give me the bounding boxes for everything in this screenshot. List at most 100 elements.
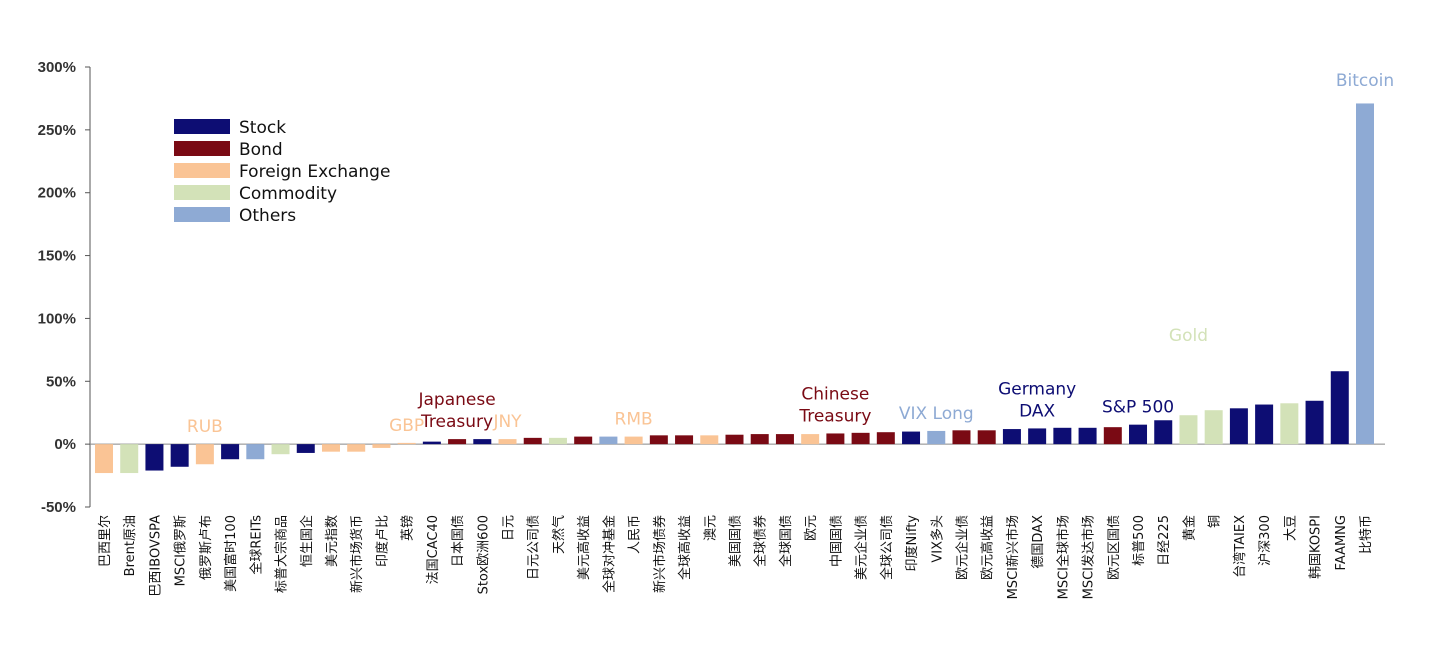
bar [296,444,315,453]
x-category-label: VIX多头 [929,515,945,563]
x-category-label: MSCI全球市场 [1055,515,1071,599]
x-category-label: 韩国KOSPI [1309,515,1324,579]
x-category-label: 日经225 [1157,515,1172,566]
x-category-label: 比特币 [1359,515,1374,554]
bar [1280,403,1299,445]
legend-swatch [174,207,230,222]
bar [422,441,441,445]
bar [1053,427,1072,445]
bar [927,430,946,445]
annotation-label: RMB [615,410,653,430]
legend-swatch [174,119,230,134]
x-category-label: 巴西里尔 [98,515,113,567]
bar [95,444,113,474]
bar [473,439,492,445]
bar [523,437,542,445]
x-category-label: 全球对冲基金 [601,515,617,593]
bar [624,436,643,445]
bar [725,434,744,445]
x-category-label: Stox欧洲600 [476,515,491,594]
bar [902,431,921,445]
x-category-label: 欧元高收益 [980,515,996,580]
bar [1330,371,1349,445]
x-category-label: 欧元 [804,515,819,541]
annotation-label: Chinese Treasury [798,384,871,426]
bar [1179,415,1198,445]
legend-label: Foreign Exchange [239,162,390,182]
legend-swatch [174,185,230,200]
x-category-label: MSCI俄罗斯 [174,515,189,586]
x-category-label: 天然气 [551,515,567,554]
bar [498,439,517,445]
x-category-label: 美元企业债 [854,515,870,580]
bar [372,444,391,448]
bar [977,430,996,445]
bar [1229,408,1248,445]
y-tick-label: 250% [38,122,76,139]
bar [649,435,668,445]
bar [1154,420,1173,445]
annotation-label: Germany DAX [998,379,1076,421]
bar [599,436,618,445]
bars [95,103,1374,474]
y-tick-label: 100% [38,310,76,327]
annotation-label: Bitcoin [1336,71,1394,91]
legend-swatch [174,163,230,178]
x-category-label: MSCI发达市场 [1081,515,1097,599]
bar [574,436,593,445]
bar [1204,410,1223,445]
bar [801,434,820,445]
annotation-label: RUB [187,417,223,437]
bar [1002,429,1021,445]
bar [397,442,416,445]
x-category-label: 美国国债 [729,515,744,567]
bar [145,444,164,471]
bar [775,434,794,445]
x-category-label: 台湾TAIEX [1232,515,1248,578]
bar [1028,428,1047,445]
bar [675,435,694,445]
x-category-label: 大豆 [1283,515,1298,541]
x-category-label: 印度Nifty [904,515,920,572]
legend-swatch [174,141,230,156]
annotation-label: JNY [492,412,522,432]
x-category-label: 标普大宗商品 [274,515,290,593]
y-tick-label: -50% [41,499,76,516]
x-category-label: 日元公司债 [527,515,542,580]
bar [195,444,214,465]
x-category-label: 英镑 [400,515,416,541]
x-category-label: 俄罗斯卢布 [198,515,214,580]
bar [826,433,845,445]
x-category-label: 美国富时100 [223,515,239,592]
bar [750,434,769,445]
x-category-label: 黄金 [1181,515,1197,541]
x-category-label: 美元指数 [325,515,340,567]
bar [321,444,340,452]
y-tick-label: 200% [38,185,76,202]
x-category-label: 全球REITs [248,515,264,575]
x-category-label: 全球高收益 [677,515,693,580]
x-category-label: 全球国债 [778,515,794,567]
bar [700,435,719,445]
y-tick-label: 50% [46,373,76,390]
x-axis-labels: 巴西里尔 Brent原油 巴西IBOVSPA MSCI俄罗斯 俄罗斯卢布 美国富时100 全… [98,515,1374,600]
bar [271,444,290,455]
x-category-label: 欧元企业债 [954,515,970,580]
x-category-label: 全球债券 [753,515,769,567]
annotation-label: S&P 500 [1102,398,1174,418]
x-category-label: 巴西IBOVSPA [148,515,163,597]
bar [548,437,567,445]
annotation-label: GBP [389,416,424,436]
bar [1255,404,1274,445]
y-tick-label: 0% [54,436,76,453]
x-category-label: 人民币 [628,515,643,554]
x-category-label: 新兴市场债券 [652,515,668,593]
legend-label: Commodity [239,184,337,204]
x-category-label: MSCI新兴市场 [1005,515,1021,599]
bar [1305,400,1324,445]
x-category-label: 印度卢比 [374,515,390,567]
